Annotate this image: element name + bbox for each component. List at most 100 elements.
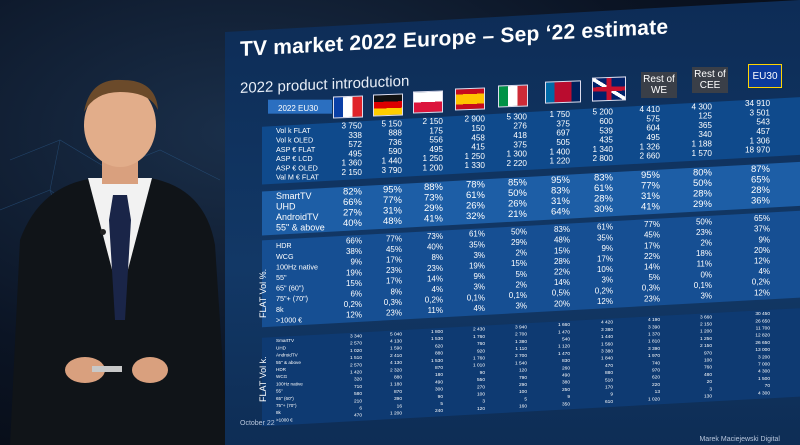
- volk-table-cell: 3 200: [758, 354, 770, 360]
- volk-table-cell: 260: [562, 365, 570, 371]
- volk-table-cell: 830: [562, 358, 570, 364]
- feature-table-cell: 29%: [424, 203, 444, 214]
- volk-table-cell: 4 420: [601, 320, 613, 326]
- volk-table-row-label: 100Hz native: [276, 381, 303, 386]
- feature-table-cell: 41%: [424, 214, 444, 225]
- top-table-cell: 18 970: [745, 146, 770, 155]
- pct-table-cell: 23%: [696, 228, 712, 237]
- top-table-cell: 3 790: [382, 166, 403, 175]
- top-table-cell: 1 250: [423, 154, 444, 163]
- volk-table-cell: 2 570: [350, 341, 362, 347]
- volk-table-cell: 210: [354, 398, 362, 404]
- pct-table-cell: 3%: [515, 302, 527, 311]
- pct-table-cell: 3%: [473, 283, 485, 292]
- volk-table-cell: 480: [704, 372, 712, 378]
- pct-table-cell: 4%: [758, 267, 770, 276]
- feature-table-cell: 29%: [693, 199, 713, 210]
- pct-table-cell: 18%: [696, 249, 712, 258]
- pct-table-cell: 0,2%: [595, 286, 613, 295]
- volk-table-cell: 3 340: [350, 334, 362, 340]
- volk-table-cell: 9: [567, 394, 570, 400]
- pct-table-cell: 23%: [386, 309, 402, 318]
- volk-table-cell: 5: [440, 401, 443, 407]
- volk-table-cell: 9: [610, 392, 613, 398]
- top-table-cell: 2 800: [593, 154, 614, 163]
- volk-table-cell: 1 540: [515, 360, 527, 366]
- pct-table-cell: 4%: [473, 304, 485, 313]
- feature-table-cell: 26%: [466, 201, 486, 212]
- top-table-cell: 1 188: [692, 139, 713, 148]
- pct-table-cell: 12%: [754, 288, 770, 297]
- pct-table-cell: 14%: [427, 274, 443, 283]
- pct-table-cell: 9%: [601, 244, 613, 253]
- pct-table-cell: 48%: [554, 236, 570, 245]
- volk-table-cell: 1 510: [350, 355, 362, 361]
- volk-table-cell: 5 040: [390, 331, 402, 337]
- pct-table-cell: 0,2%: [752, 278, 770, 287]
- pct-table-cell: 3%: [473, 251, 485, 260]
- pct-table-row-label: >1000 €: [276, 315, 302, 324]
- volk-table-cell: 3 940: [515, 324, 527, 330]
- pct-table-cell: 0,1%: [509, 291, 527, 300]
- feature-table-cell: 95%: [551, 175, 571, 186]
- volk-table-cell: 30 450: [755, 311, 770, 317]
- volk-table-cell: 470: [605, 363, 613, 369]
- pct-table-cell: 22%: [644, 252, 660, 261]
- top-table-cell: 736: [388, 138, 402, 147]
- volk-table-cell: 3: [482, 399, 485, 405]
- volk-table-cell: 4 130: [390, 360, 402, 366]
- top-table-cell: 590: [388, 147, 402, 156]
- pct-table-cell: 61%: [469, 230, 485, 239]
- top-table-cell: 888: [388, 129, 402, 138]
- top-table-cell: 697: [556, 129, 570, 138]
- pct-table-cell: 35%: [597, 233, 613, 242]
- volk-table-cell: 880: [394, 375, 402, 381]
- volk-table-cell: 2 570: [350, 362, 362, 368]
- feature-table-cell: 27%: [343, 208, 363, 219]
- feature-table-cell: 61%: [466, 190, 486, 201]
- pct-table-cell: 29%: [511, 238, 527, 247]
- top-table-cell: 4 410: [640, 105, 661, 114]
- top-table-cell: 3 501: [750, 108, 771, 117]
- volk-table-cell: 390: [394, 396, 402, 402]
- volk-table-row-label: SmartTV: [276, 338, 295, 343]
- volk-table-cell: 3 390: [648, 324, 660, 330]
- top-table-cell: 495: [429, 145, 443, 154]
- top-table-cell: 2 900: [465, 115, 486, 124]
- volk-table-cell: 380: [562, 380, 570, 386]
- volk-table-cell: 1 530: [431, 336, 443, 342]
- pct-table-cell: 0,3%: [642, 284, 660, 293]
- volk-table-cell: 4 130: [390, 339, 402, 345]
- feature-table-cell: 40%: [343, 218, 363, 229]
- top-table-cell: 415: [471, 143, 485, 152]
- volk-table-cell: 100: [477, 392, 485, 398]
- volk-table-cell: 490: [435, 379, 443, 385]
- top-table-cell: 2 150: [342, 168, 363, 177]
- pct-table-cell: 50%: [511, 227, 527, 236]
- volk-table-cell: 470: [354, 413, 362, 419]
- volk-table-row-label: 55" & above: [276, 360, 301, 365]
- top-table-cell: 575: [646, 114, 660, 123]
- top-table-cell: 4 300: [692, 102, 713, 111]
- flat-vol-pct-label: FLAT Vol %.: [258, 268, 268, 318]
- top-table-cell: 1 200: [423, 164, 444, 173]
- pct-table-cell: 8%: [431, 253, 443, 262]
- pct-table-band: [262, 210, 800, 328]
- feature-table-cell: 73%: [424, 193, 444, 204]
- corner-box: [268, 99, 332, 114]
- volk-table-cell: 1 810: [648, 339, 660, 345]
- volk-table-cell: 220: [652, 382, 660, 388]
- volk-table-cell: 3: [709, 386, 712, 392]
- flat-vol-k-label: FLAT Vol k.: [258, 356, 268, 402]
- pct-table-cell: 83%: [554, 225, 570, 234]
- volk-table-cell: 620: [652, 375, 660, 381]
- volk-table-cell: 5: [524, 396, 527, 402]
- volk-table-cell: 250: [562, 387, 570, 393]
- top-table-cell: 418: [513, 131, 527, 140]
- volk-table-row-label: 55": [276, 389, 283, 394]
- pct-table-cell: 11%: [428, 306, 443, 315]
- volk-table-cell: 240: [435, 408, 443, 414]
- volk-table-cell: 2 320: [390, 367, 402, 373]
- pct-table-cell: 65%: [754, 214, 770, 223]
- top-table-row-label: ASP € LCD: [276, 154, 313, 163]
